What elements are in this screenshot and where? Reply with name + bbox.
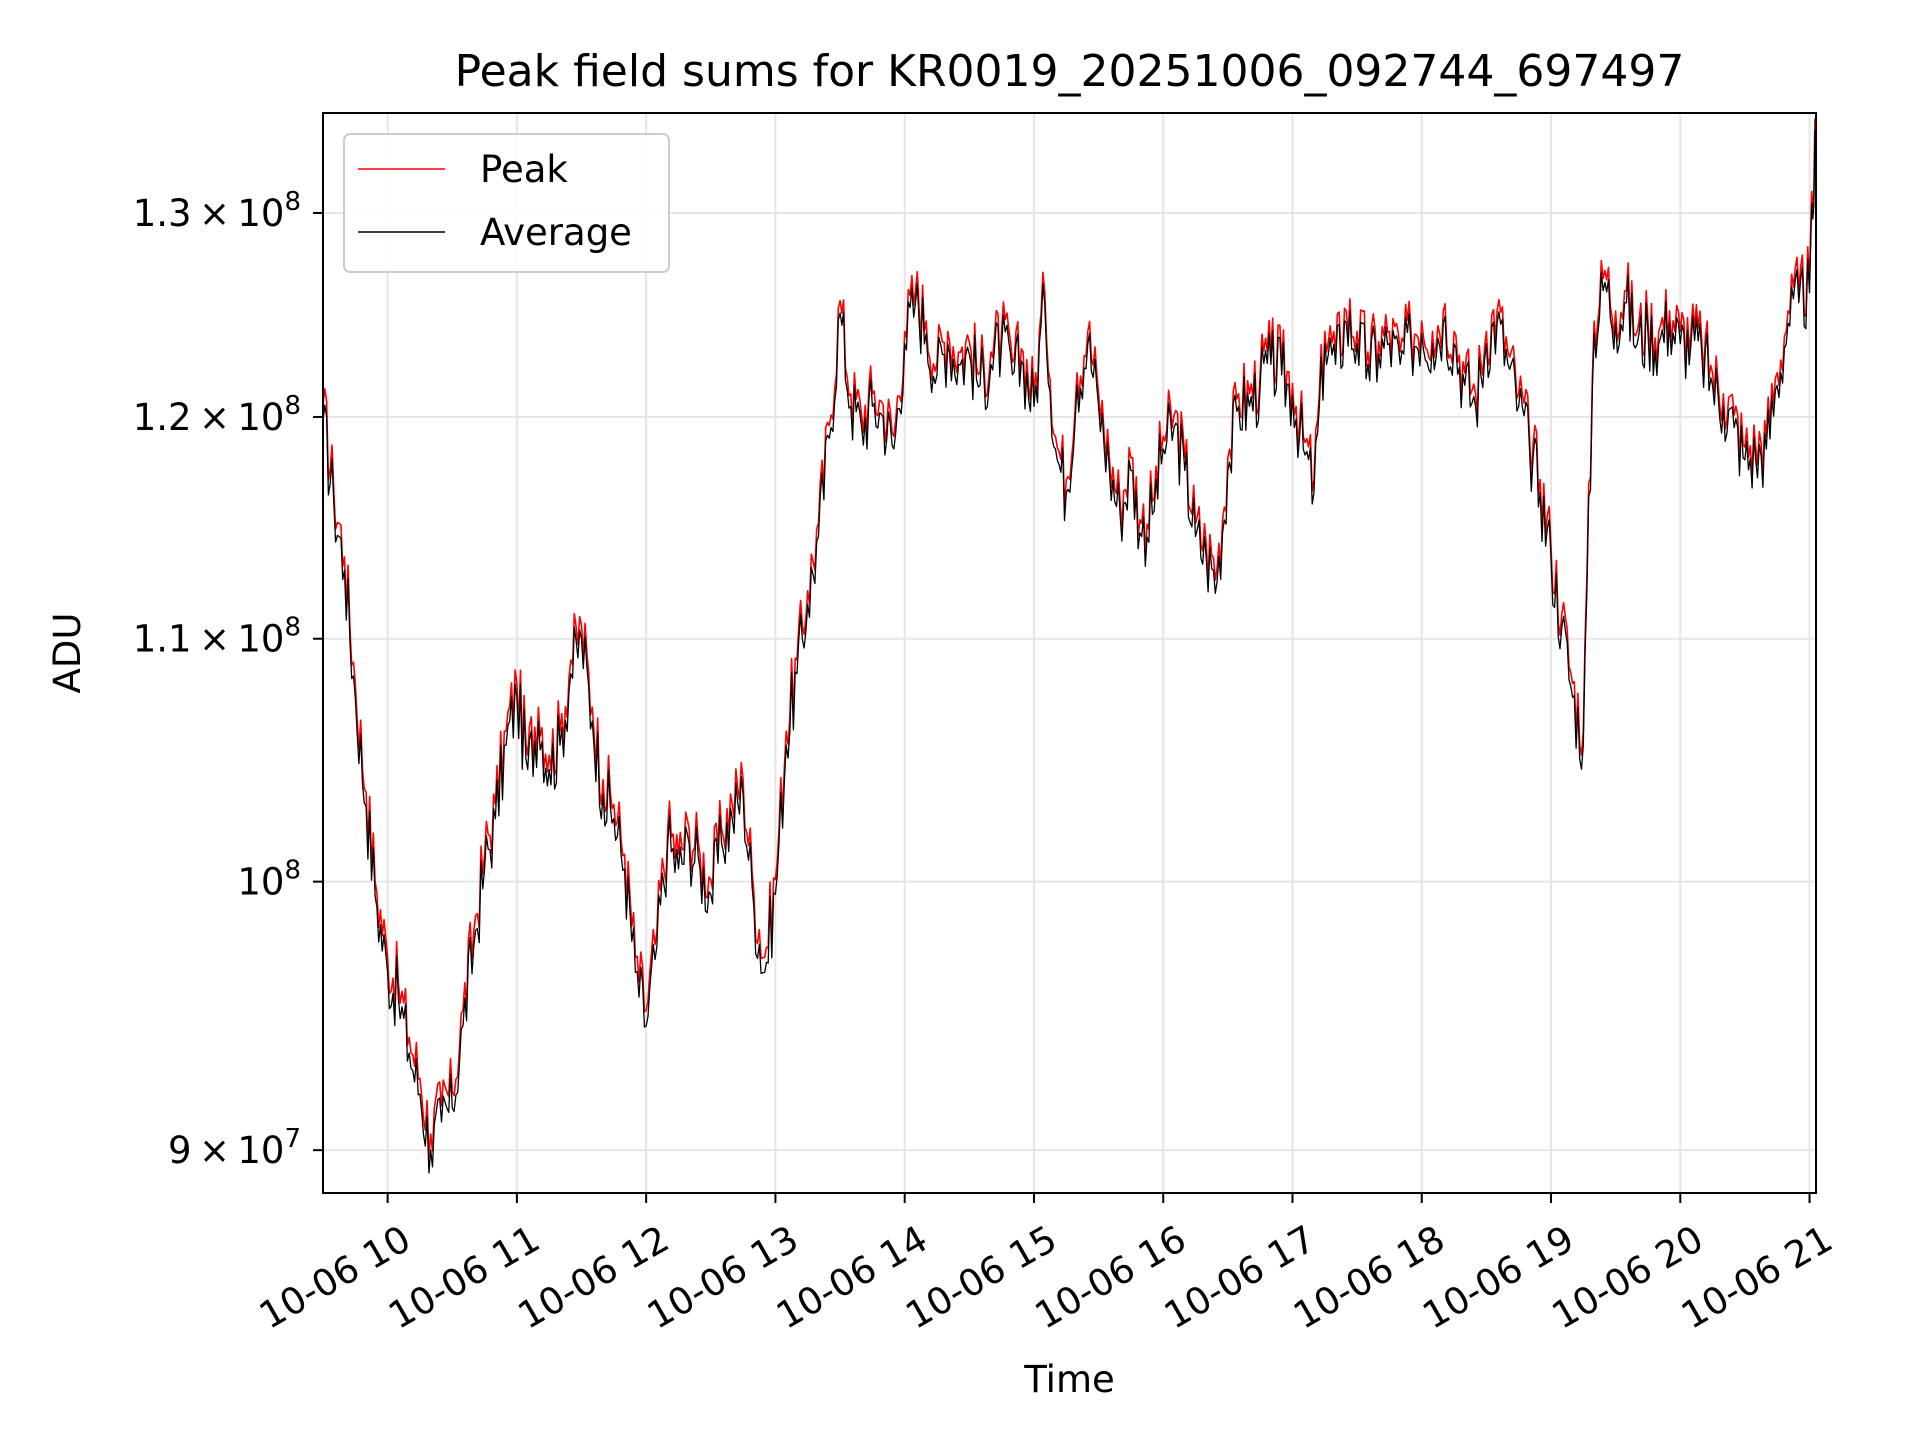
x-axis-label: Time — [1023, 1358, 1115, 1401]
y-tick-label: 1.2 × 108 — [133, 391, 301, 439]
legend-label-average: Average — [480, 211, 632, 254]
y-tick-label: 1.3 × 108 — [133, 187, 301, 235]
legend-label-peak: Peak — [480, 148, 568, 191]
chart-title: Peak field sums for KR0019_20251006_0927… — [455, 46, 1685, 97]
series-line-average — [322, 130, 1817, 1174]
legend: Peak Average — [343, 133, 670, 273]
series-layer — [322, 118, 1817, 1174]
y-axis-ticks: 9 × 107 108 1.1 × 108 1.2 × 108 1.3 × 108 — [133, 187, 323, 1172]
grid — [323, 113, 1816, 1193]
y-tick-label: 108 — [237, 856, 301, 904]
plot-frame — [322, 112, 1817, 1194]
y-tick-label: 1.1 × 108 — [133, 613, 301, 661]
y-axis-label: ADU — [46, 613, 89, 694]
y-tick-label: 9 × 107 — [168, 1124, 301, 1172]
